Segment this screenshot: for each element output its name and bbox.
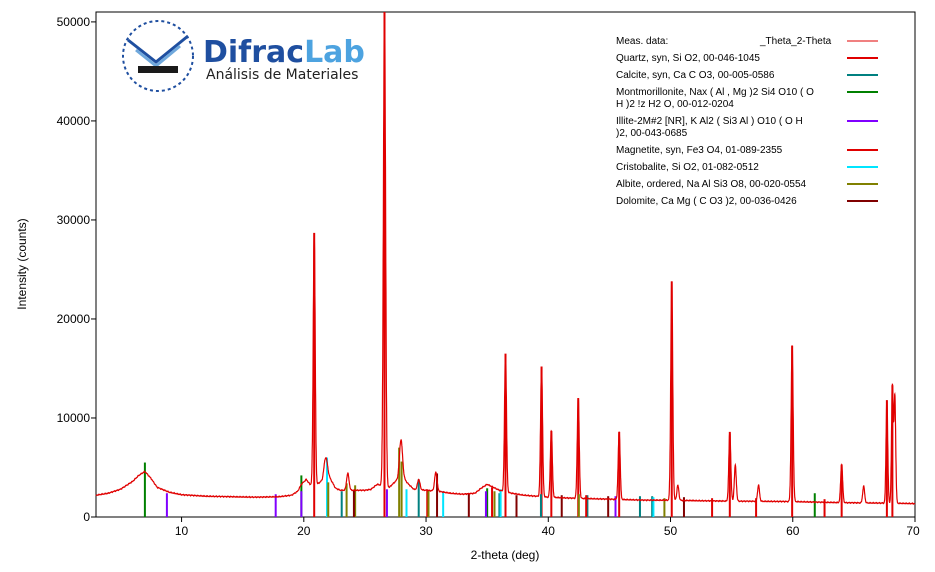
y-tick-label: 0: [83, 510, 90, 524]
legend-phase-label: Quartz, syn, Si O2, 00-046-1045: [616, 53, 760, 64]
legend-phase-label: Albite, ordered, Na Al Si3 O8, 00-020-05…: [616, 179, 807, 190]
y-tick-label: 40000: [57, 114, 91, 128]
logo-ring-icon: [122, 20, 194, 92]
legend-meas-label: Meas. data:: [616, 36, 668, 47]
x-tick-label: 60: [786, 524, 800, 538]
axes-layer: 10 20 30 40 50 60 70 0 10000 20000 30000 40000 50000: [57, 15, 920, 538]
logo-brand-part2: Lab: [304, 35, 365, 70]
measured-pattern-line: [95, 11, 916, 505]
legend-phase-label: Calcite, syn, Ca C O3, 00-005-0586: [616, 70, 775, 81]
legend-phase-label: Illite-2M#2 [NR], K Al2 ( Si3 Al ) O10 (…: [616, 116, 803, 139]
x-tick-label: 30: [419, 524, 433, 538]
legend-phase-label: Magnetite, syn, Fe3 O4, 01-089-2355: [616, 145, 783, 156]
logo-diffraction-icon: [127, 34, 189, 64]
y-tick-label: 50000: [57, 15, 91, 29]
y-tick-label: 20000: [57, 312, 91, 326]
logo-brand: DifracLab: [203, 35, 365, 70]
legend-phase-label: Dolomite, Ca Mg ( C O3 )2, 00-036-0426: [616, 196, 797, 207]
y-axis-title: Intensity (counts): [15, 218, 29, 309]
y-tick-label: 10000: [57, 411, 91, 425]
legend: Meas. data: _Theta_2-Theta Quartz, syn, …: [616, 36, 878, 207]
x-tick-label: 40: [542, 524, 556, 538]
y-tick-label: 30000: [57, 213, 91, 227]
measured-line-layer: [95, 11, 916, 505]
legend-phase-label: Cristobalite, Si O2, 01-082-0512: [616, 162, 759, 173]
legend-meas-name: _Theta_2-Theta: [759, 36, 832, 47]
difraclab-logo: DifracLab Análisis de Materiales: [122, 20, 365, 92]
x-tick-label: 50: [664, 524, 678, 538]
legend-phase-label: Montmorillonite, Nax ( Al , Mg )2 Si4 O1…: [616, 87, 814, 110]
logo-sample-icon: [138, 66, 178, 73]
x-tick-label: 10: [175, 524, 189, 538]
x-tick-label: 20: [297, 524, 311, 538]
x-tick-label: 70: [906, 524, 920, 538]
legend-phase-entries: Quartz, syn, Si O2, 00-046-1045 Calcite, …: [616, 53, 878, 207]
phase-sticks-layer: [143, 12, 894, 517]
logo-tagline: Análisis de Materiales: [206, 67, 358, 83]
x-axis-title: 2-theta (deg): [471, 548, 540, 562]
logo-brand-part1: Difrac: [203, 35, 304, 70]
